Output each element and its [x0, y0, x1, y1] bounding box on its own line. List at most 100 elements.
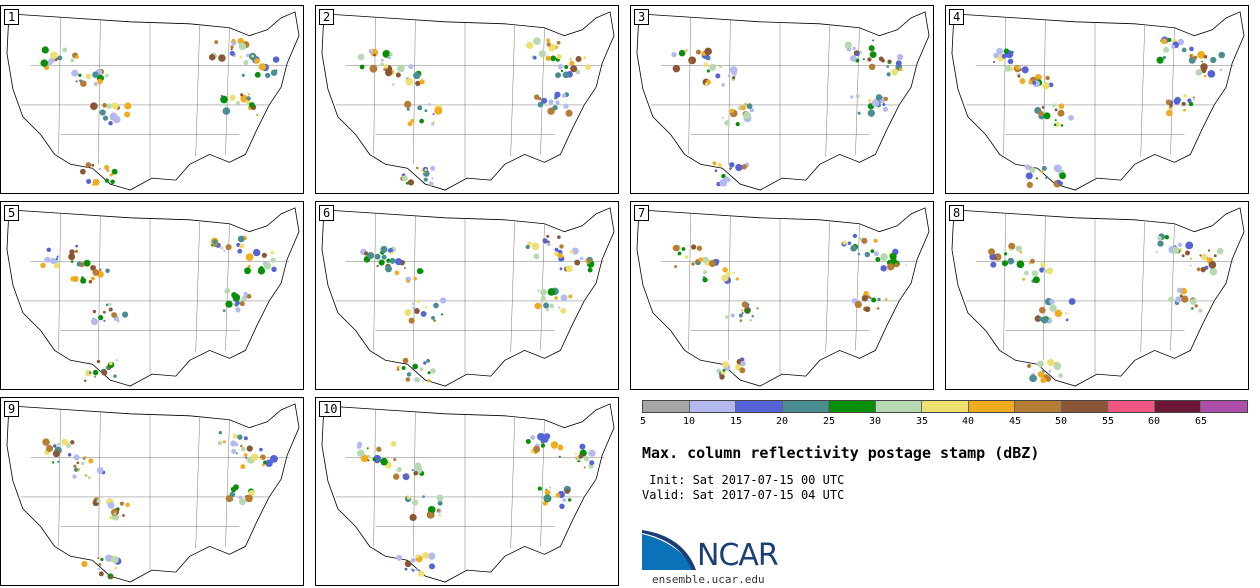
reflectivity-echo — [233, 484, 239, 491]
reflectivity-echo — [861, 295, 869, 302]
reflectivity-echo — [561, 93, 567, 98]
reflectivity-echo — [69, 249, 75, 255]
reflectivity-echo — [847, 241, 852, 245]
reflectivity-echo — [1034, 73, 1042, 81]
country-outline — [951, 207, 1245, 387]
reflectivity-echo — [245, 99, 251, 105]
reflectivity-echo — [724, 120, 730, 126]
reflectivity-echo — [721, 83, 725, 87]
reflectivity-echo — [92, 269, 100, 276]
reflectivity-echo — [533, 445, 541, 453]
reflectivity-echo — [93, 82, 98, 86]
reflectivity-echo — [564, 65, 569, 70]
reflectivity-echo — [254, 58, 260, 64]
reflectivity-echo — [240, 444, 243, 448]
reflectivity-echo — [391, 83, 395, 86]
reflectivity-echo — [84, 379, 87, 382]
reflectivity-echo — [70, 58, 75, 63]
reflectivity-echo — [1208, 261, 1217, 269]
reflectivity-echo — [882, 106, 889, 112]
reflectivity-echo — [408, 317, 415, 324]
state-boundary — [1170, 223, 1175, 351]
state-boundary — [1003, 213, 1006, 351]
state-boundary — [1043, 215, 1046, 361]
reflectivity-echo — [685, 49, 688, 52]
reflectivity-echo — [240, 93, 244, 97]
reflectivity-echo — [1024, 164, 1031, 170]
reflectivity-echo — [51, 461, 55, 464]
reflectivity-echo — [546, 38, 551, 43]
website-link[interactable]: ensemble.ucar.edu — [652, 573, 765, 586]
reflectivity-echo — [1040, 262, 1046, 268]
reflectivity-echo — [1011, 50, 1014, 54]
reflectivity-echo — [558, 306, 561, 309]
reflectivity-echo — [756, 307, 759, 310]
reflectivity-echo — [744, 102, 747, 106]
reflectivity-echo — [222, 440, 226, 444]
reflectivity-echo — [413, 72, 421, 80]
reflectivity-echo — [684, 255, 689, 259]
reflectivity-echo — [547, 107, 555, 115]
colorbar-tick: 5 — [639, 416, 647, 427]
reflectivity-echo — [80, 277, 87, 284]
reflectivity-echo — [696, 245, 703, 251]
reflectivity-echo — [741, 164, 747, 170]
reflectivity-echo — [229, 94, 236, 101]
reflectivity-echo — [1045, 176, 1048, 179]
reflectivity-echo — [1189, 257, 1192, 260]
reflectivity-echo — [119, 501, 125, 506]
reflectivity-echo — [540, 288, 547, 296]
reflectivity-echo — [1028, 262, 1032, 265]
reflectivity-echo — [1203, 74, 1207, 78]
reflectivity-echo — [258, 63, 267, 71]
reflectivity-echo — [415, 554, 420, 559]
reflectivity-echo — [1213, 254, 1217, 258]
reflectivity-echo — [578, 453, 584, 459]
reflectivity-echo — [424, 168, 428, 172]
reflectivity-echo — [1173, 97, 1181, 105]
state-boundary — [225, 419, 230, 547]
reflectivity-echo — [41, 46, 49, 54]
reflectivity-echo — [222, 107, 231, 115]
reflectivity-echo — [878, 56, 884, 62]
reflectivity-echo — [263, 460, 267, 465]
reflectivity-echo — [583, 456, 590, 462]
reflectivity-echo — [98, 571, 104, 577]
colorbar-tick: 10 — [682, 416, 696, 427]
reflectivity-echo — [567, 498, 572, 502]
reflectivity-echo — [230, 45, 234, 49]
reflectivity-echo — [99, 109, 106, 116]
reflectivity-echo — [106, 169, 109, 172]
colorbar-segment — [736, 401, 783, 412]
reflectivity-echo — [1060, 124, 1064, 127]
state-boundary — [58, 409, 61, 547]
state-boundary — [510, 221, 515, 353]
reflectivity-echo — [886, 72, 891, 77]
reflectivity-echo — [222, 309, 226, 313]
reflectivity-echo — [877, 297, 881, 301]
reflectivity-echo — [1004, 65, 1012, 72]
reflectivity-echo — [583, 466, 586, 469]
reflectivity-echo — [1207, 249, 1211, 252]
reflectivity-echo — [114, 566, 118, 570]
reflectivity-echo — [385, 265, 392, 273]
reflectivity-echo — [695, 260, 701, 266]
reflectivity-echo — [1191, 307, 1194, 310]
reflectivity-echo — [719, 374, 725, 380]
reflectivity-echo — [1017, 74, 1021, 78]
reflectivity-echo — [416, 268, 423, 275]
reflectivity-echo — [1052, 103, 1056, 108]
colorbar-tick: 25 — [822, 416, 836, 427]
reflectivity-echo — [1203, 55, 1208, 59]
reflectivity-echo — [1039, 306, 1046, 314]
reflectivity-echo — [88, 280, 93, 284]
reflectivity-echo — [396, 368, 400, 371]
reflectivity-echo — [411, 569, 415, 572]
reflectivity-echo — [726, 271, 731, 276]
reflectivity-echo — [583, 56, 587, 60]
reflectivity-echo — [1189, 264, 1192, 267]
reflectivity-echo — [110, 508, 118, 516]
reflectivity-echo — [1054, 121, 1060, 128]
reflectivity-echo — [691, 262, 695, 266]
reflectivity-echo — [1065, 318, 1069, 322]
